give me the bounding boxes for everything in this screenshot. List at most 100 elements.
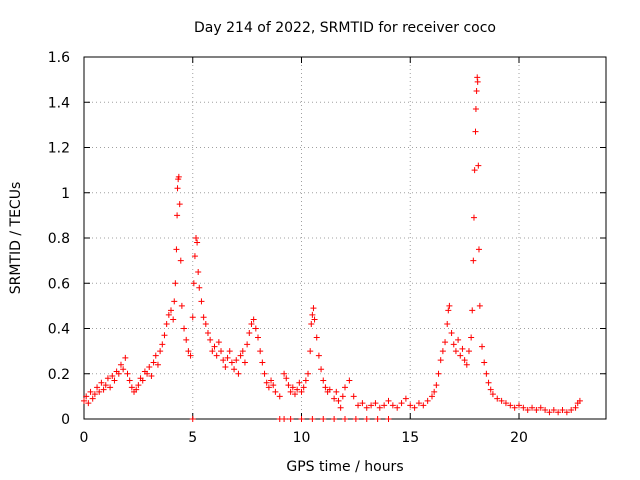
data-point-marker xyxy=(170,316,177,323)
data-point-marker xyxy=(185,348,192,355)
data-point-marker xyxy=(187,352,194,359)
data-point-marker xyxy=(298,388,305,395)
data-point-marker xyxy=(455,336,462,343)
data-point-marker xyxy=(107,384,114,391)
data-point-marker xyxy=(450,341,457,348)
data-point-marker xyxy=(435,370,442,377)
data-point-marker xyxy=(313,334,320,341)
data-point-marker xyxy=(191,253,198,260)
data-point-marker xyxy=(546,409,553,416)
data-point-marker xyxy=(252,325,259,332)
data-point-marker xyxy=(305,370,312,377)
data-point-marker xyxy=(568,406,575,413)
data-point-marker xyxy=(177,257,184,264)
data-point-marker xyxy=(211,343,218,350)
data-point-marker xyxy=(439,348,446,355)
data-point-marker xyxy=(461,357,468,364)
data-point-marker xyxy=(165,311,172,318)
data-point-marker xyxy=(174,212,181,219)
data-point-marker xyxy=(154,361,161,368)
data-point-marker xyxy=(507,402,514,409)
y-tick-label: 1.4 xyxy=(48,95,70,111)
data-point-marker xyxy=(352,416,359,422)
data-point-marker xyxy=(174,185,181,192)
data-point-marker xyxy=(537,404,544,411)
data-point-marker xyxy=(339,393,346,400)
data-point-marker xyxy=(287,388,294,395)
data-point-marker xyxy=(200,314,207,321)
data-point-marker xyxy=(363,404,370,411)
data-point-marker xyxy=(150,359,157,366)
data-point-marker xyxy=(342,384,348,391)
data-point-marker xyxy=(433,382,440,389)
data-point-marker xyxy=(261,370,268,377)
data-point-marker xyxy=(83,393,90,400)
x-tick-label: 0 xyxy=(80,430,89,446)
data-point-marker xyxy=(529,404,536,411)
data-point-marker xyxy=(178,302,185,309)
data-point-marker xyxy=(402,395,409,402)
data-point-marker xyxy=(363,416,370,422)
data-point-marker xyxy=(176,201,183,208)
data-point-marker xyxy=(489,391,496,398)
data-point-marker xyxy=(342,416,348,422)
data-point-marker xyxy=(311,316,318,323)
y-tick-label: 0.6 xyxy=(48,276,70,292)
data-point-marker xyxy=(472,128,479,135)
data-point-marker xyxy=(272,388,279,395)
data-point-marker xyxy=(470,214,477,221)
data-point-marker xyxy=(135,382,142,389)
data-point-marker xyxy=(320,416,327,422)
data-point-marker xyxy=(198,298,205,305)
data-point-marker xyxy=(483,370,490,377)
data-point-marker xyxy=(457,352,464,359)
data-point-marker xyxy=(300,384,307,391)
data-point-marker xyxy=(494,395,501,402)
data-point-marker xyxy=(563,409,570,416)
data-point-marker xyxy=(437,357,444,364)
data-point-marker xyxy=(372,400,379,407)
data-point-marker xyxy=(226,348,233,355)
x-tick-label: 20 xyxy=(510,430,528,446)
data-point-marker xyxy=(444,320,451,327)
data-point-marker xyxy=(445,307,452,314)
data-point-marker xyxy=(281,416,288,422)
data-point-marker xyxy=(98,379,105,386)
data-point-marker xyxy=(122,354,129,361)
data-point-marker xyxy=(94,384,101,391)
data-point-marker xyxy=(124,370,131,377)
data-point-marker xyxy=(265,384,272,391)
y-tick-label: 1.2 xyxy=(48,141,70,157)
data-point-marker xyxy=(159,341,166,348)
data-point-marker xyxy=(474,78,481,85)
data-point-marker xyxy=(173,246,180,253)
data-point-marker xyxy=(389,402,396,409)
data-point-marker xyxy=(459,345,466,352)
data-point-marker xyxy=(446,302,453,309)
data-point-marker xyxy=(471,167,478,174)
data-point-marker xyxy=(485,379,492,386)
data-point-marker xyxy=(222,363,229,370)
data-point-marker xyxy=(152,352,159,359)
data-point-marker xyxy=(109,373,116,380)
data-point-marker xyxy=(96,388,103,395)
data-point-marker xyxy=(148,373,155,380)
data-point-marker xyxy=(85,400,92,407)
data-point-marker xyxy=(431,388,438,395)
data-point-marker xyxy=(231,366,238,373)
x-tick-label: 5 xyxy=(188,430,197,446)
y-tick-label: 0 xyxy=(61,412,70,428)
data-point-marker xyxy=(250,316,257,323)
data-point-marker xyxy=(196,284,203,291)
data-point-marker xyxy=(420,402,427,409)
data-point-marker xyxy=(259,359,266,366)
data-point-marker xyxy=(473,87,480,94)
data-point-marker xyxy=(376,404,383,411)
data-point-marker xyxy=(394,404,401,411)
data-point-marker xyxy=(448,330,455,337)
data-point-marker xyxy=(126,377,133,384)
y-tick-label: 1.6 xyxy=(48,50,70,66)
data-point-marker xyxy=(359,400,366,407)
data-point-marker xyxy=(233,357,240,364)
